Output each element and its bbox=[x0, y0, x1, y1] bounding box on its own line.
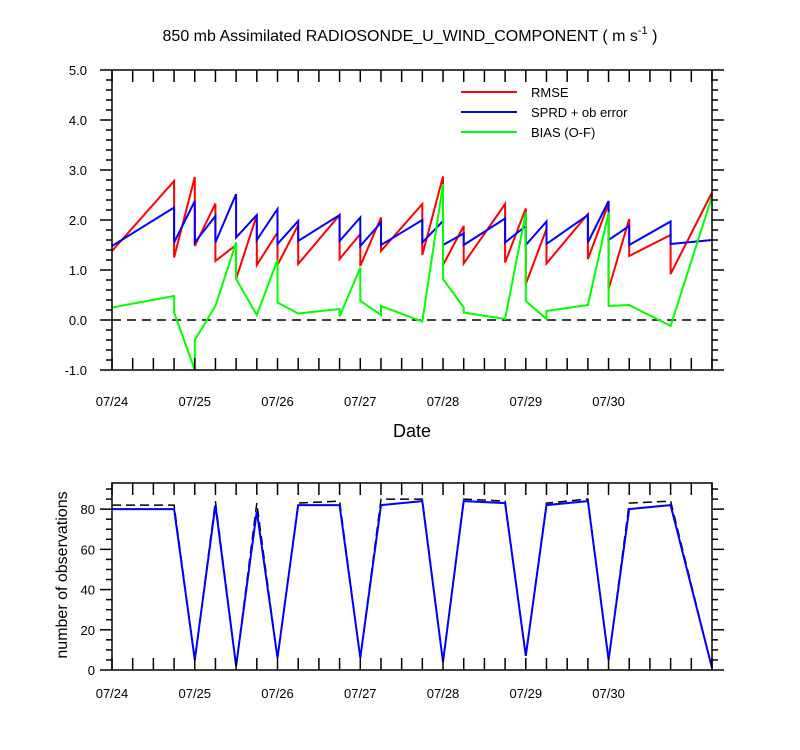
legend-label: SPRD + ob error bbox=[531, 105, 628, 120]
bottom-axis-ticks bbox=[100, 483, 724, 671]
y-tick-label: 60 bbox=[81, 542, 95, 557]
x-tick-label: 07/29 bbox=[510, 394, 543, 409]
chart-title-superscript: -1 bbox=[638, 25, 648, 37]
y-axis-title-observations: number of observations bbox=[54, 491, 71, 658]
obs-series-line-2 bbox=[112, 500, 713, 669]
top-axis-ticks bbox=[100, 69, 724, 371]
bottom-panel: 07/24 07/25 07/26 07/27 07/28 07/29 07/30 0 20 40… bbox=[81, 482, 724, 701]
bottom-axis-labels: 07/24 07/25 07/26 07/27 07/28 07/29 07/30 0 20 40… bbox=[81, 502, 625, 701]
series-line-3 bbox=[111, 183, 713, 371]
top-series-layer bbox=[111, 176, 713, 371]
y-tick-label: 40 bbox=[81, 583, 95, 598]
legend-label: RMSE bbox=[531, 85, 569, 100]
y-tick-label: 5.0 bbox=[69, 63, 87, 78]
x-tick-label: 07/29 bbox=[510, 686, 543, 701]
legend-label: BIAS (O-F) bbox=[531, 125, 595, 140]
y-tick-label: 1.0 bbox=[69, 263, 87, 278]
chart-title-main: 850 mb Assimilated RADIOSONDE_U_WIND_COM… bbox=[163, 28, 638, 45]
chart-title: 850 mb Assimilated RADIOSONDE_U_WIND_COM… bbox=[163, 25, 658, 45]
y-tick-label: 80 bbox=[81, 502, 95, 517]
y-tick-label: 2.0 bbox=[69, 213, 87, 228]
series-line-1 bbox=[111, 176, 713, 290]
x-axis-title: Date bbox=[393, 421, 431, 441]
top-axis-labels: 07/24 07/25 07/26 07/27 07/28 07/29 07/30 -1.0 0… bbox=[65, 63, 625, 409]
obs-series-line-1 bbox=[112, 498, 713, 669]
x-tick-label: 07/27 bbox=[344, 686, 377, 701]
y-tick-label: 20 bbox=[81, 623, 95, 638]
y-tick-label: 0.0 bbox=[69, 313, 87, 328]
x-tick-label: 07/30 bbox=[592, 686, 625, 701]
bottom-series-layer bbox=[112, 498, 713, 669]
y-tick-label: 0 bbox=[88, 663, 95, 678]
y-tick-label: -1.0 bbox=[65, 363, 87, 378]
y-tick-label: 4.0 bbox=[69, 113, 87, 128]
chart-legend: RMSE SPRD + ob error BIAS (O-F) bbox=[461, 85, 628, 140]
top-plot-frame bbox=[111, 69, 713, 371]
x-tick-label: 07/27 bbox=[344, 394, 377, 409]
x-tick-label: 07/24 bbox=[96, 686, 129, 701]
bottom-plot-frame bbox=[111, 482, 713, 671]
series-line-2 bbox=[111, 193, 713, 249]
x-tick-label: 07/30 bbox=[592, 394, 625, 409]
x-tick-label: 07/28 bbox=[427, 686, 460, 701]
x-tick-label: 07/25 bbox=[178, 394, 211, 409]
x-tick-label: 07/26 bbox=[261, 686, 294, 701]
x-tick-label: 07/24 bbox=[96, 394, 129, 409]
y-tick-label: 3.0 bbox=[69, 163, 87, 178]
top-panel: 07/24 07/25 07/26 07/27 07/28 07/29 07/30 -1.0 0… bbox=[65, 63, 724, 409]
x-tick-label: 07/28 bbox=[427, 394, 460, 409]
x-tick-label: 07/26 bbox=[261, 394, 294, 409]
x-tick-label: 07/25 bbox=[178, 686, 211, 701]
chart-title-suffix: ) bbox=[648, 28, 658, 45]
